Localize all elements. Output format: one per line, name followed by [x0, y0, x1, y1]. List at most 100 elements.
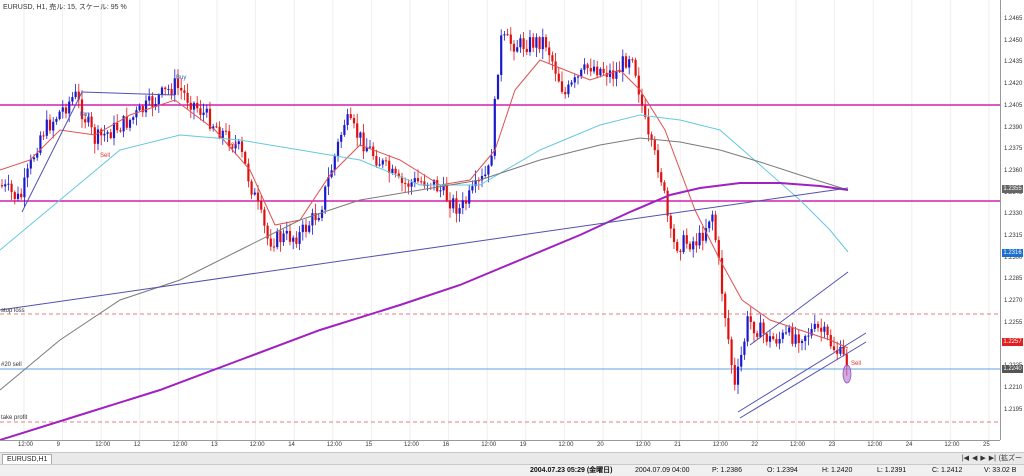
- chart-tab-eurusd[interactable]: EURUSD,H1: [2, 454, 53, 465]
- candle-body: [336, 141, 340, 157]
- candle-body: [346, 114, 349, 126]
- candle-body: [765, 333, 768, 342]
- candle-body: [112, 122, 116, 139]
- candle-body: [826, 326, 829, 335]
- price-tick-label: 1.2405: [1004, 102, 1023, 109]
- candle-body: [621, 56, 624, 72]
- candle-body: [842, 346, 845, 355]
- candle-body: [388, 160, 391, 173]
- last-tab-icon[interactable]: ▶|: [988, 455, 996, 462]
- status-bar: 2004.07.23 05:29 (金曜日) 2004.07.09 04:00 …: [0, 464, 1024, 476]
- candle-body: [154, 103, 157, 107]
- candle-body: [29, 159, 32, 169]
- candle-body: [253, 192, 256, 195]
- candle-body: [240, 141, 244, 152]
- candle-body: [256, 192, 260, 202]
- candle-body: [186, 92, 189, 103]
- candle-body: [32, 157, 36, 160]
- candle-body: [128, 119, 132, 128]
- candle-body: [368, 146, 372, 148]
- candle-body: [170, 89, 173, 95]
- candle-body: [391, 168, 394, 173]
- sell-signal-label: Sell: [227, 142, 238, 148]
- candle-body: [810, 328, 813, 336]
- candle-body: [464, 200, 468, 204]
- candle-body: [20, 193, 23, 198]
- candle-body: [295, 237, 298, 244]
- candle-body: [688, 243, 692, 250]
- candle-body: [615, 71, 618, 79]
- candle-body: [522, 38, 525, 49]
- time-tick-label: 12:00: [18, 442, 34, 448]
- price-chart[interactable]: [0, 0, 1000, 440]
- candle-body: [676, 242, 679, 251]
- candle-body: [90, 116, 93, 128]
- time-tick-label: 21: [674, 442, 681, 448]
- candle-body: [61, 107, 64, 112]
- candle-body: [87, 116, 90, 123]
- candle-body: [775, 339, 778, 344]
- candle-body: [359, 132, 362, 138]
- candle-body: [583, 64, 586, 70]
- candle-body: [7, 183, 10, 185]
- chart-area[interactable]: EURUSD, H1, 売ル: 15, スケール: 95 % stop loss…: [0, 0, 1000, 440]
- candle-body: [685, 235, 688, 244]
- time-tick-label: 12:00: [635, 442, 651, 448]
- status-point: P: 1.2386: [712, 467, 742, 474]
- candle-body: [138, 105, 141, 111]
- candle-body: [80, 99, 84, 120]
- first-tab-icon[interactable]: |◀: [961, 455, 970, 462]
- candle-body: [816, 323, 820, 328]
- candle-body: [548, 47, 551, 56]
- time-tick-label: 9: [56, 442, 60, 448]
- symbol-info: EURUSD, H1, 売ル: 15, スケール: 95 %: [3, 4, 127, 11]
- candle-body: [618, 71, 621, 73]
- candle-body: [679, 250, 682, 253]
- candle-body: [343, 125, 346, 135]
- candle-body: [554, 61, 557, 74]
- candle-body: [490, 155, 493, 166]
- price-tick-label: 1.2285: [1004, 276, 1023, 283]
- price-axis[interactable]: [1000, 0, 1024, 440]
- candle-body: [224, 130, 228, 132]
- current-price-tag: 1.2240: [1002, 365, 1023, 373]
- candle-body: [592, 66, 596, 72]
- candle-body: [740, 354, 743, 367]
- candle-body: [717, 240, 720, 258]
- candle-body: [205, 108, 208, 113]
- candle-body: [535, 37, 538, 48]
- candle-body: [64, 107, 68, 114]
- prev-tab-icon[interactable]: ◀: [972, 455, 978, 462]
- candle-body: [768, 336, 772, 342]
- take-profit-label: take profit: [1, 415, 28, 421]
- candle-body: [176, 78, 180, 88]
- next-tab-icon[interactable]: ▶: [980, 455, 986, 462]
- time-tick-label: 16: [442, 442, 450, 448]
- candle-body: [231, 146, 234, 149]
- price-tick-label: 1.2270: [1004, 298, 1023, 305]
- candle-body: [823, 326, 826, 332]
- price-tick-label: 1.2210: [1004, 384, 1023, 391]
- candle-body: [570, 82, 573, 85]
- red-price-tag: 1.2257: [1002, 338, 1023, 346]
- candle-body: [781, 332, 784, 339]
- candle-body: [455, 198, 458, 214]
- candle-body: [23, 177, 26, 198]
- candle-body: [42, 135, 45, 137]
- time-axis[interactable]: [0, 440, 1000, 453]
- candle-body: [471, 186, 474, 191]
- candle-body: [13, 192, 16, 199]
- time-tick-label: 23: [828, 442, 836, 448]
- candle-body: [778, 338, 781, 344]
- tab-navigation: |◀ ◀ ▶ ▶|: [962, 454, 996, 464]
- candle-body: [724, 293, 727, 319]
- candle-body: [199, 108, 202, 115]
- price-tick-label: 1.2450: [1004, 37, 1023, 44]
- candle-body: [503, 34, 506, 36]
- candle-body: [400, 176, 404, 184]
- candle-body: [442, 184, 445, 191]
- zoom-toggle[interactable]: (拡ズー: [998, 455, 1022, 462]
- upper-price-tag: 1.2355: [1002, 185, 1023, 193]
- candle-body: [116, 122, 119, 131]
- candle-body: [55, 119, 58, 122]
